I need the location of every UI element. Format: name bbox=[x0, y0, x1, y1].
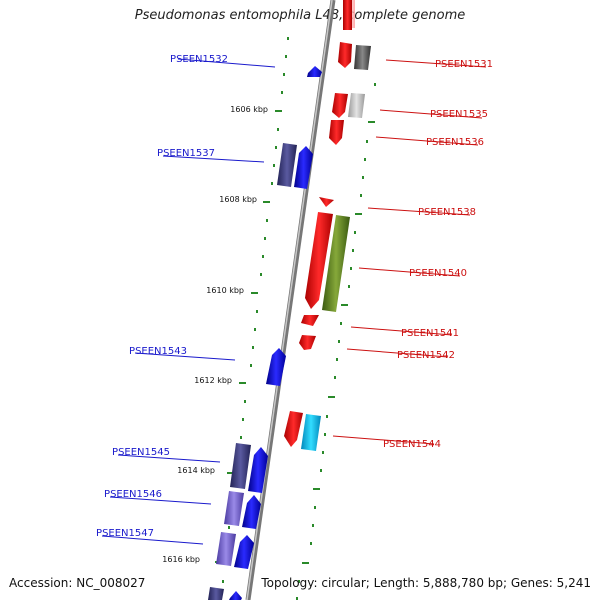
gene-arrow bbox=[305, 212, 333, 309]
gene-label: PSEEN1545 bbox=[112, 447, 170, 458]
gene-arrow bbox=[301, 315, 319, 326]
position-label: 1616 kbp bbox=[162, 555, 200, 564]
gene-arrow bbox=[242, 495, 261, 529]
gene-block bbox=[224, 491, 244, 526]
accession-text: Accession: NC_008027 bbox=[9, 576, 146, 590]
gene-label: PSEEN1543 bbox=[129, 346, 187, 357]
gene-arrow bbox=[329, 120, 344, 145]
outer-tick-track bbox=[296, 83, 376, 600]
gene-block bbox=[322, 215, 350, 312]
gene-label: PSEEN1536 bbox=[426, 137, 484, 148]
gene-label: PSEEN1531 bbox=[435, 59, 493, 70]
forward-strand-genes bbox=[284, 0, 371, 451]
gene-arrow bbox=[332, 93, 348, 118]
position-label: 1614 kbp bbox=[177, 466, 215, 475]
gene-block bbox=[216, 532, 236, 566]
gene-label: PSEEN1537 bbox=[157, 148, 215, 159]
gene-arrow bbox=[266, 348, 286, 386]
gene-label: PSEEN1532 bbox=[170, 54, 228, 65]
gene-label: PSEEN1541 bbox=[401, 328, 459, 339]
gene-block bbox=[348, 93, 365, 118]
gene-label: PSEEN1535 bbox=[430, 109, 488, 120]
gene-block bbox=[354, 45, 371, 70]
gene-label: PSEEN1544 bbox=[383, 439, 441, 450]
position-label: 1610 kbp bbox=[206, 286, 244, 295]
inner-tick-track bbox=[215, 37, 289, 583]
gene-arrow bbox=[234, 535, 254, 569]
gene-label: PSEEN1546 bbox=[104, 489, 162, 500]
gene-block bbox=[301, 414, 321, 451]
position-label: 1612 kbp bbox=[194, 376, 232, 385]
gene-label: PSEEN1540 bbox=[409, 268, 467, 279]
gene-arrow bbox=[319, 197, 334, 207]
position-label: 1606 kbp bbox=[230, 105, 268, 114]
gene-arrow bbox=[294, 146, 313, 189]
genome-title: Pseudomonas entomophila L48, complete ge… bbox=[134, 8, 466, 23]
genome-backbone-highlight bbox=[246, 0, 333, 600]
genome-backbone bbox=[245, 0, 336, 600]
gene-block bbox=[230, 443, 251, 489]
gene-label: PSEEN1542 bbox=[397, 350, 455, 361]
gene-block bbox=[277, 143, 297, 187]
gene-block bbox=[208, 587, 224, 600]
gene-arrow bbox=[284, 411, 303, 447]
left-gene-labels: PSEEN1532 PSEEN1537 PSEEN1543 PSEEN1545 … bbox=[96, 54, 276, 545]
gene-label: PSEEN1538 bbox=[418, 207, 476, 218]
position-label: 1608 kbp bbox=[219, 195, 257, 204]
right-gene-labels: PSEEN1531 PSEEN1535 PSEEN1536 PSEEN1538 … bbox=[332, 59, 493, 450]
gene-label: PSEEN1547 bbox=[96, 528, 154, 539]
reverse-strand-genes bbox=[208, 66, 322, 600]
gene-arrow bbox=[229, 591, 242, 600]
gene-arrow bbox=[248, 447, 268, 493]
genome-summary-text: Topology: circular; Length: 5,888,780 bp… bbox=[261, 576, 591, 590]
gene-arrow bbox=[299, 335, 316, 350]
gene-arrow bbox=[307, 66, 322, 77]
gene-arrow bbox=[338, 42, 352, 68]
gene-block bbox=[343, 0, 352, 30]
